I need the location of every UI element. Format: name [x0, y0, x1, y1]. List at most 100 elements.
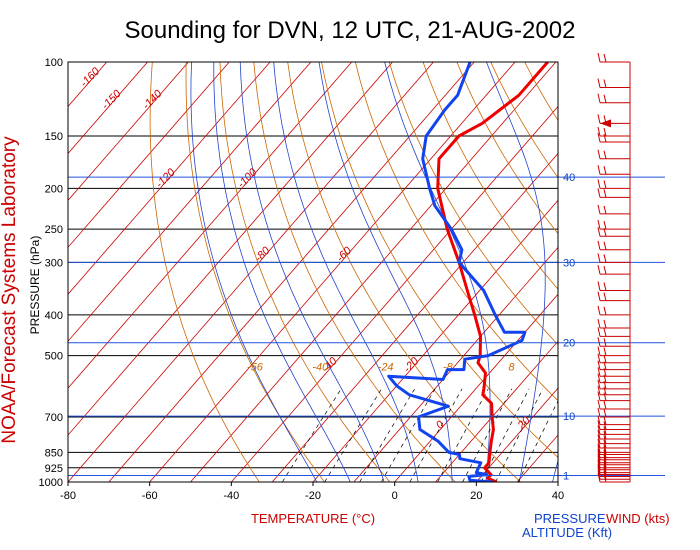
wind-barb-flag [603, 386, 607, 395]
moist-adiabat-line [213, 62, 351, 482]
wind-barb-flag [597, 253, 601, 263]
mixing-ratio-lines [282, 388, 558, 482]
wind-barb-flag [597, 470, 601, 480]
isotherm-label: 0 [434, 418, 447, 431]
moist-adiabat-line [552, 459, 558, 482]
wind-barb-flag [597, 165, 601, 175]
dry-adiabat-line [694, 62, 700, 491]
dry-adiabat-line [287, 62, 522, 482]
wind-barb-flag [597, 438, 601, 449]
temperature-axis-title: TEMPERATURE (°C) [251, 511, 375, 526]
isobar-lines [68, 62, 558, 482]
isotherm-line [312, 199, 558, 482]
wind-barb-flag [603, 266, 607, 275]
pressure-tick: 200 [45, 183, 63, 195]
dry-adiabat-line [422, 62, 558, 290]
wind-barb-flag [603, 292, 607, 301]
isotherm-line [231, 105, 558, 482]
wind-barb-flag [597, 78, 601, 88]
dry-adiabat-label: -24 [378, 362, 394, 374]
wind-barb-flag [603, 416, 607, 425]
altitude-axis-title: ALTITUDE (Kft) [522, 525, 612, 540]
isotherm-line [394, 293, 558, 482]
dry-adiabat-line [253, 62, 456, 482]
temperature-tick: -40 [223, 490, 239, 502]
wind-barb-flag [597, 346, 601, 356]
wind-barb-flag [603, 430, 607, 440]
dry-adiabat-line [660, 62, 700, 491]
wind-barb-flag [603, 473, 607, 483]
dry-adiabat-label: -40 [312, 362, 329, 374]
wind-barb-flag [597, 265, 601, 275]
wind-barb-flag [603, 451, 607, 460]
moist-adiabat-line [190, 62, 318, 482]
wind-barb-flag [603, 464, 607, 473]
wind-barb-flag [603, 449, 607, 458]
pressure-tick: 250 [45, 224, 63, 236]
wind-barb-flag [597, 227, 601, 237]
wind-barb-flag [597, 337, 601, 347]
mixing-ratio-line [282, 388, 342, 482]
wind-barb-flag [597, 204, 601, 215]
wind-barb-flag [603, 166, 607, 175]
isotherm-label: -60 [334, 244, 354, 264]
moist-adiabat-lines [190, 62, 558, 482]
wind-barb-flag [603, 133, 607, 143]
wind-barb-flag [597, 415, 601, 425]
wind-barb-flag [597, 281, 601, 291]
temperature-tick: 40 [552, 490, 564, 502]
isotherm-label: -120 [154, 166, 179, 191]
temperature-tick: -60 [142, 490, 158, 502]
moist-adiabat-line [239, 62, 385, 482]
isotherm-line [68, 62, 148, 155]
isotherm-line [68, 62, 393, 436]
dry-adiabat-label: 24 [573, 362, 586, 374]
wind-barb-flag [603, 94, 607, 103]
dry-adiabat-line [524, 62, 558, 122]
moist-adiabat-line [318, 62, 453, 482]
dry-adiabat-line [355, 62, 558, 402]
altitude-label: 10 [563, 411, 575, 423]
isotherm-line [68, 62, 189, 202]
pressure-axis-title: PRESSURE (hPa) [28, 236, 42, 335]
pressure-legend-label: PRESSURE [534, 511, 606, 526]
altitude-label: 30 [563, 257, 575, 269]
isotherm-label: -20 [402, 355, 422, 375]
wind-barb-flag [597, 318, 601, 329]
altitude-label: 40 [563, 172, 575, 184]
plot-frame [67, 61, 559, 483]
pressure-tick: 1000 [39, 477, 63, 489]
temperature-tick: 20 [470, 490, 482, 502]
wind-barb-flag [603, 435, 607, 444]
temperature-tick: -80 [60, 490, 76, 502]
dry-adiabat-line [558, 62, 700, 491]
wind-barb-flag [597, 126, 601, 137]
mixing-ratio-line [495, 388, 544, 482]
wind-barb-flag [597, 188, 601, 198]
pressure-tick: 400 [45, 310, 63, 322]
wind-barb-flag [603, 400, 607, 410]
skewt-grid: -160-150 -140-120 -100-80 -60-40 -200 20-56 -4… [68, 62, 700, 491]
isotherm-line [149, 62, 516, 482]
wind-barb-flag [597, 93, 601, 103]
wind-barb-flag [603, 328, 607, 337]
wind-axis-title: WIND (kts) [606, 511, 670, 526]
isotherm-line [476, 387, 558, 482]
organization-label: NOAA/Forecast Systems Laboratory [0, 136, 20, 444]
wind-barb-flag [603, 180, 607, 189]
wind-barb-flag [597, 429, 601, 440]
wind-barb-flag [603, 205, 607, 215]
chart-title: Sounding for DVN, 12 UTC, 21-AUG-2002 [125, 17, 576, 44]
wind-barb-flag [597, 458, 601, 468]
mixing-ratio-line [517, 400, 558, 482]
altitude-label: 1 [563, 471, 569, 483]
pressure-tick: 300 [45, 257, 63, 269]
wind-barb-flag [603, 426, 607, 435]
pressure-tick-labels: 100 150 200 250 300 400 500 700 850 925 1000 [39, 57, 63, 489]
wind-barb-pennant [600, 119, 611, 128]
wind-barb-flag [603, 150, 607, 159]
mixing-ratio-line [462, 388, 513, 482]
pressure-tick: 500 [45, 351, 63, 363]
pressure-tick: 100 [45, 57, 63, 69]
